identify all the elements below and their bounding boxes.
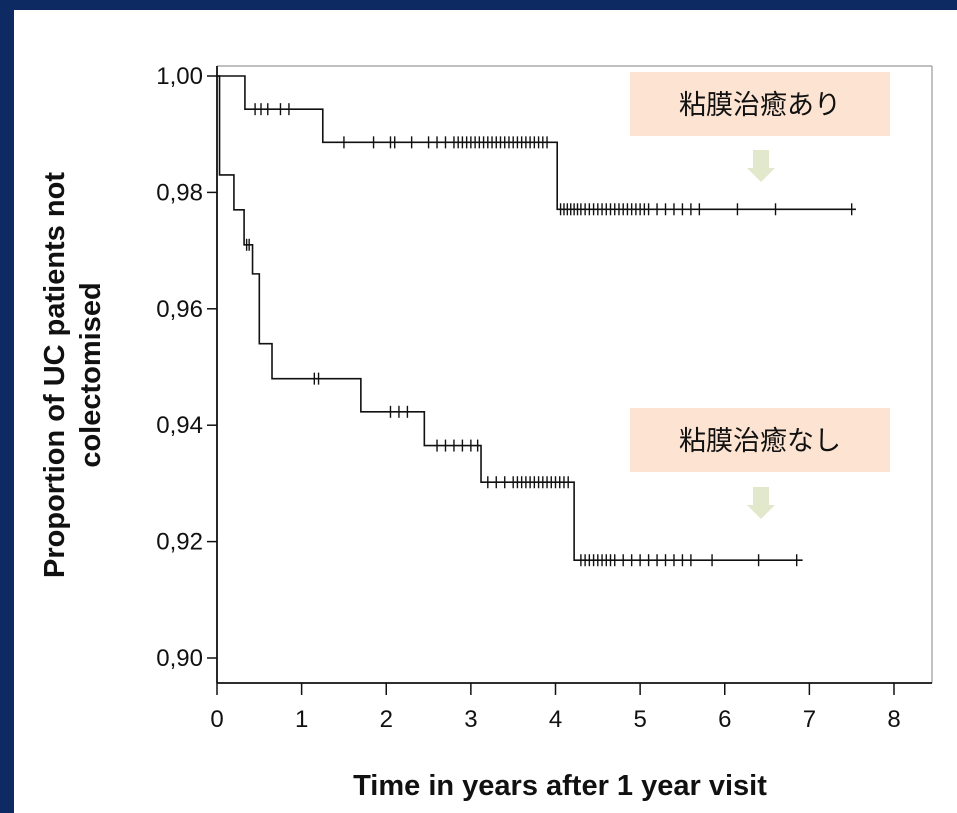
y-axis-title-line-1: Proportion of UC patients not bbox=[39, 172, 71, 578]
callout-no-healing-label: 粘膜治癒なし bbox=[679, 426, 841, 457]
y-tick-label-5: 1,00 bbox=[156, 63, 203, 90]
y-tick-label-2: 0,94 bbox=[156, 412, 203, 439]
callout-healing-label: 粘膜治癒あり bbox=[679, 90, 841, 121]
series-0 bbox=[217, 75, 856, 216]
callout-no-healing-arrow bbox=[747, 487, 775, 519]
x-tick-label-5: 5 bbox=[633, 706, 646, 733]
y-tick-label-0: 0,90 bbox=[156, 645, 203, 672]
callout-healing-arrow bbox=[747, 150, 775, 182]
survival-chart: 0 1 2 3 4 5 6 7 8 0,90 0,92 0,94 0,96 0,98 1,00 粘膜治癒あり… bbox=[39, 63, 933, 802]
y-tick-label-1: 0,92 bbox=[156, 529, 203, 556]
x-tick-label-8: 8 bbox=[887, 706, 900, 733]
plot-frame bbox=[216, 65, 933, 684]
x-tick-label-1: 1 bbox=[295, 706, 308, 733]
x-axis-title: Time in years after 1 year visit bbox=[353, 770, 767, 802]
survival-curves bbox=[217, 75, 856, 567]
chart-frame: 0 1 2 3 4 5 6 7 8 0,90 0,92 0,94 0,96 0,98 1,00 粘膜治癒あり… bbox=[14, 10, 957, 813]
series-1-step-line bbox=[217, 75, 803, 562]
callout-healing-box bbox=[630, 72, 890, 136]
x-tick-label-2: 2 bbox=[380, 706, 393, 733]
x-tick-label-4: 4 bbox=[549, 706, 562, 733]
x-tick-label-0: 0 bbox=[210, 706, 223, 733]
y-axis-title-line-2: colectomised bbox=[75, 282, 107, 467]
callout-no-healing: 粘膜治癒なし bbox=[630, 408, 890, 519]
series-1 bbox=[217, 75, 803, 567]
series-0-step-line bbox=[217, 75, 856, 211]
y-tick-label-4: 0,98 bbox=[156, 179, 203, 206]
y-tick-label-3: 0,96 bbox=[156, 296, 203, 323]
callout-no-healing-box bbox=[630, 408, 890, 472]
x-tick-label-6: 6 bbox=[718, 706, 731, 733]
x-tick-label-7: 7 bbox=[803, 706, 816, 733]
x-tick-label-3: 3 bbox=[464, 706, 477, 733]
axis-ticks: 0 1 2 3 4 5 6 7 8 0,90 0,92 0,94 0,96 0,98 1,00 bbox=[156, 63, 900, 733]
callout-healing: 粘膜治癒あり bbox=[630, 72, 890, 182]
